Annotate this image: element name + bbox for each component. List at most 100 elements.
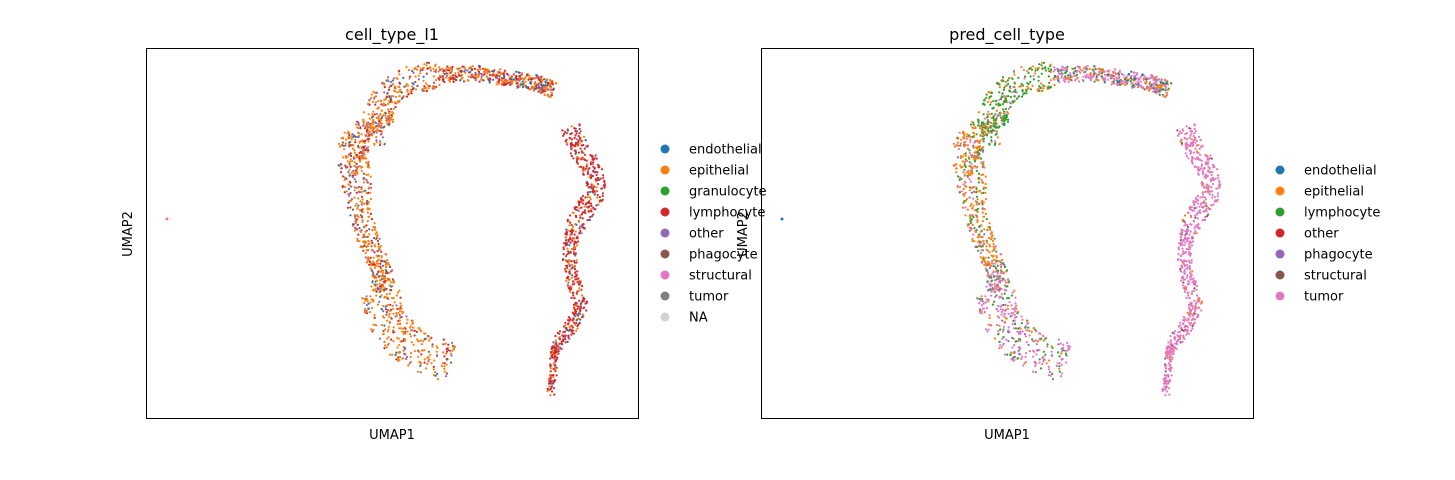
scatter-point xyxy=(987,273,990,276)
scatter-point xyxy=(1046,343,1049,346)
scatter-point xyxy=(576,307,579,310)
scatter-point xyxy=(384,328,387,331)
scatter-point xyxy=(565,270,568,273)
scatter-point xyxy=(1052,70,1055,73)
scatter-point xyxy=(492,78,495,81)
scatter-point xyxy=(1116,81,1119,84)
scatter-point xyxy=(1183,224,1186,227)
scatter-point xyxy=(363,141,366,145)
scatter-point xyxy=(1034,69,1037,72)
scatter-point xyxy=(982,126,985,129)
scatter-point xyxy=(573,248,577,251)
scatter-point xyxy=(363,242,366,245)
scatter-point xyxy=(958,185,962,189)
scatter-point xyxy=(341,141,344,144)
scatter-point xyxy=(351,159,354,163)
scatter-point xyxy=(977,119,980,122)
scatter-point xyxy=(1184,290,1187,293)
scatter-point xyxy=(969,138,972,141)
scatter-point xyxy=(393,101,396,104)
scatter-point xyxy=(1023,362,1026,365)
scatter-point xyxy=(1216,192,1219,195)
scatter-point xyxy=(399,88,402,91)
scatter-point xyxy=(1095,75,1098,78)
scatter-point xyxy=(980,157,983,160)
scatter-point xyxy=(994,142,997,145)
scatter-point xyxy=(372,120,375,123)
scatter-point xyxy=(1204,173,1208,176)
scatter-point xyxy=(1034,339,1037,342)
scatter-point xyxy=(988,266,992,270)
scatter-point xyxy=(994,295,997,298)
scatter-point xyxy=(1177,134,1180,137)
scatter-point xyxy=(992,245,995,248)
scatter-point xyxy=(1031,338,1034,341)
scatter-point xyxy=(378,337,382,340)
scatter-point xyxy=(1066,341,1069,344)
scatter-point xyxy=(579,196,583,200)
scatter-point xyxy=(435,68,438,71)
scatter-point xyxy=(962,193,965,196)
scatter-point xyxy=(509,83,512,86)
scatter-point xyxy=(370,186,373,189)
scatter-point xyxy=(553,364,556,367)
scatter-point xyxy=(1190,278,1193,281)
scatter-point xyxy=(598,178,601,181)
scatter-points xyxy=(780,61,1221,397)
scatter-point xyxy=(361,219,364,222)
scatter-point xyxy=(1170,82,1173,85)
scatter-point xyxy=(429,66,432,69)
scatter-point xyxy=(990,273,994,276)
scatter-point xyxy=(391,307,395,310)
scatter-point xyxy=(541,91,544,94)
scatter-point xyxy=(587,206,590,209)
scatter-point xyxy=(1028,329,1031,332)
scatter-point xyxy=(994,122,997,125)
scatter-point xyxy=(1167,362,1170,365)
scatter-point xyxy=(1117,72,1120,75)
scatter-point xyxy=(516,81,519,85)
scatter-point xyxy=(1123,81,1126,84)
scatter-point xyxy=(449,75,452,78)
scatter-point xyxy=(440,364,443,368)
scatter-point xyxy=(958,178,961,182)
scatter-point xyxy=(964,206,967,209)
scatter-point xyxy=(1001,337,1004,340)
scatter-point xyxy=(1186,239,1189,242)
scatter-point xyxy=(997,114,1000,117)
scatter-point xyxy=(968,178,971,181)
scatter-point xyxy=(388,279,391,282)
scatter-point xyxy=(1192,151,1195,154)
scatter-point xyxy=(980,147,983,150)
scatter-point xyxy=(381,82,385,85)
scatter-point xyxy=(1199,211,1202,215)
scatter-point xyxy=(995,294,998,297)
scatter-point xyxy=(549,367,553,370)
scatter-point xyxy=(1196,313,1199,316)
scatter-point xyxy=(381,259,384,262)
scatter-point xyxy=(984,182,987,186)
scatter-point xyxy=(367,302,370,305)
scatter-point xyxy=(1027,343,1030,346)
scatter-point xyxy=(497,70,500,73)
scatter-point xyxy=(386,277,389,280)
scatter-point xyxy=(1203,196,1206,199)
scatter-point xyxy=(423,349,426,352)
scatter-point xyxy=(501,81,504,84)
scatter-point xyxy=(409,75,412,78)
scatter-point xyxy=(550,94,554,97)
scatter-point xyxy=(1040,64,1043,67)
scatter-point xyxy=(1180,279,1183,282)
scatter-point xyxy=(1187,317,1190,320)
scatter-point xyxy=(1013,322,1017,325)
scatter-point xyxy=(1114,68,1117,71)
scatter-point xyxy=(1162,88,1165,91)
scatter-point xyxy=(1198,135,1201,138)
scatter-point xyxy=(425,337,428,340)
scatter-point xyxy=(1195,200,1198,203)
scatter-point xyxy=(488,73,492,76)
scatter-point xyxy=(377,115,380,118)
scatter-point xyxy=(1179,244,1182,247)
scatter-point xyxy=(570,125,573,128)
scatter-point xyxy=(1043,85,1046,88)
